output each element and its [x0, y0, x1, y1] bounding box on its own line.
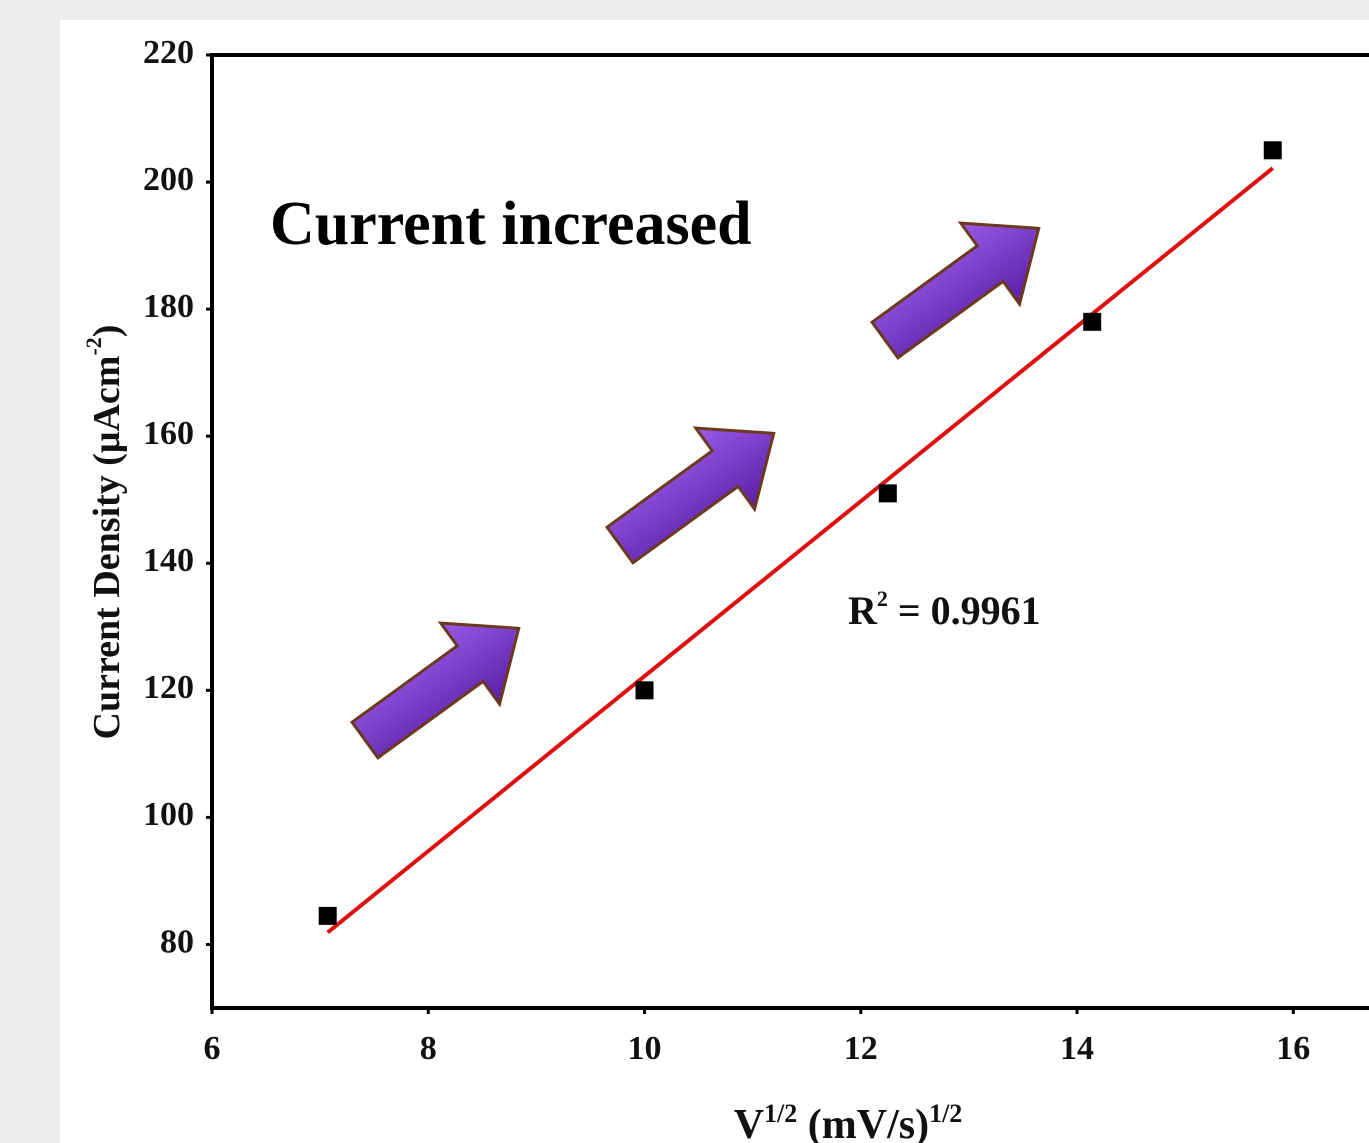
y-axis-title: Current Density (μAcm-2): [81, 325, 128, 740]
x-label-sup: 1/2: [764, 1099, 797, 1128]
chart: Current increased R2 = 0.9961 Current De…: [0, 0, 1369, 1143]
r2-sup: 2: [877, 586, 888, 611]
y-label-sup: -2: [81, 337, 106, 355]
page: {"chart_data": {"type": "scatter", "x": …: [0, 0, 1369, 1143]
x-label-unit: (mV/s): [797, 1102, 929, 1143]
y-tick-label: 120: [143, 669, 194, 706]
y-tick-label: 160: [143, 415, 194, 452]
data-point: [1083, 313, 1101, 331]
x-tick-label: 16: [1276, 1030, 1310, 1067]
r2-rest: = 0.9961: [888, 588, 1041, 633]
y-label-text: Current Density (μAcm: [86, 356, 128, 740]
y-tick-label: 220: [143, 34, 194, 71]
x-tick-label: 6: [204, 1030, 221, 1067]
x-label-base: V: [734, 1102, 764, 1143]
x-tick-label: 12: [844, 1030, 878, 1067]
data-point: [1264, 141, 1282, 159]
x-tick-label: 8: [420, 1030, 437, 1067]
data-point: [636, 681, 654, 699]
y-tick-label: 140: [143, 542, 194, 579]
y-tick-label: 180: [143, 288, 194, 325]
y-tick-label: 200: [143, 161, 194, 198]
x-label-unit-sup: 1/2: [929, 1099, 962, 1128]
data-point: [879, 484, 897, 502]
y-label-end: ): [86, 325, 128, 338]
x-tick-label: 10: [628, 1030, 662, 1067]
headline: Current increased: [270, 190, 752, 258]
plot-panel: [60, 20, 1369, 1143]
r2-base: R: [848, 588, 878, 633]
x-tick-label: 14: [1060, 1030, 1094, 1067]
data-point: [319, 907, 337, 925]
y-tick-label: 100: [143, 796, 194, 833]
y-tick-label: 80: [160, 923, 194, 960]
